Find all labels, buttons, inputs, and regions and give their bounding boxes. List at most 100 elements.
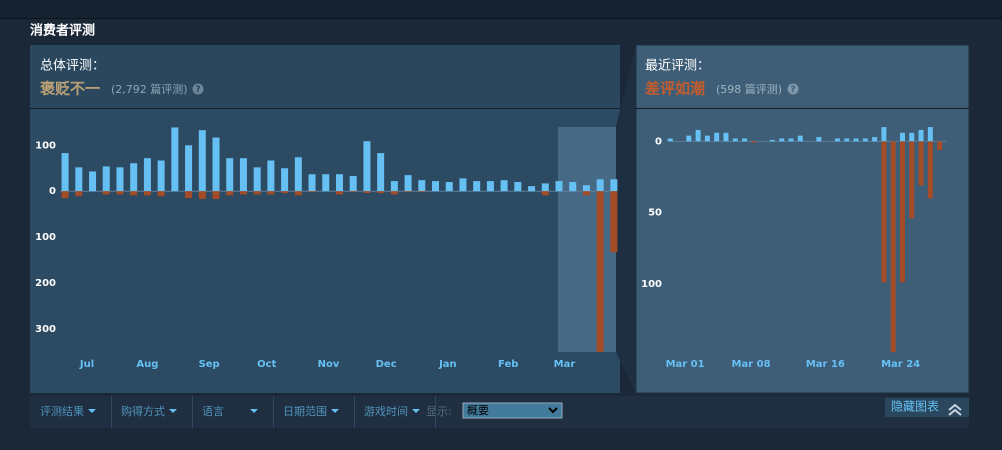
- filter-arrow[interactable]: [331, 409, 339, 413]
- bar: [390, 181, 398, 192]
- bar: [75, 167, 83, 192]
- section-title: 消费者评测: [30, 23, 95, 39]
- bar: [157, 191, 165, 197]
- help-icon-text[interactable]: ?: [195, 85, 200, 95]
- bar: [723, 132, 729, 142]
- bar: [686, 135, 692, 142]
- bar: [130, 163, 138, 192]
- bar: [927, 141, 933, 199]
- bar: [253, 167, 261, 192]
- bar: [909, 141, 915, 219]
- bar: [486, 181, 494, 192]
- bar: [596, 179, 604, 192]
- y-tick-label: 0: [49, 186, 56, 197]
- overall-count: (2,792 篇评测): [111, 82, 188, 96]
- bar: [198, 130, 206, 192]
- bar: [555, 181, 563, 192]
- bar: [239, 191, 247, 195]
- help-icon[interactable]: [192, 83, 204, 95]
- bar: [779, 138, 785, 142]
- bar: [226, 158, 234, 192]
- collapse-icon[interactable]: [948, 403, 962, 416]
- bar: [226, 191, 234, 196]
- filter-arrow[interactable]: [169, 409, 177, 413]
- filter-arrow[interactable]: [250, 409, 258, 413]
- bar: [335, 174, 343, 192]
- bar: [322, 174, 330, 192]
- bar: [459, 178, 467, 192]
- bar: [212, 137, 220, 192]
- bar: [377, 191, 385, 194]
- display-value[interactable]: 概要: [467, 404, 489, 417]
- bar: [116, 191, 124, 195]
- bar: [418, 191, 426, 193]
- bar: [239, 158, 247, 192]
- bar: [349, 176, 357, 192]
- filter-arrow[interactable]: [88, 409, 96, 413]
- x-tick-label: Mar 24: [881, 359, 920, 370]
- bar: [335, 191, 343, 195]
- bar: [881, 127, 887, 142]
- recent-rating: 差评如潮: [645, 80, 705, 98]
- x-tick-label: Jul: [79, 359, 94, 370]
- filter-arrow[interactable]: [412, 409, 420, 413]
- filter-label[interactable]: 日期范围: [283, 404, 327, 418]
- bar: [844, 138, 850, 142]
- filter-label[interactable]: 游戏时间: [364, 405, 408, 418]
- bar: [212, 191, 220, 200]
- bar: [308, 174, 316, 192]
- select-arrow[interactable]: [548, 407, 558, 414]
- recent-count: (598 篇评测): [716, 82, 782, 96]
- bar: [742, 138, 748, 142]
- bar: [102, 166, 110, 192]
- bar: [500, 180, 508, 192]
- bar: [541, 191, 549, 196]
- x-tick-label: Nov: [318, 359, 340, 370]
- bar: [432, 181, 440, 192]
- bar: [308, 191, 316, 193]
- bar: [102, 191, 110, 195]
- recent-label: 最近评测：: [645, 59, 710, 74]
- bar: [862, 138, 868, 142]
- filter-label[interactable]: 语言: [202, 405, 224, 418]
- help-icon-text[interactable]: ?: [790, 85, 795, 95]
- display-select[interactable]: [462, 402, 563, 419]
- bar: [667, 138, 673, 142]
- x-tick-label: Jan: [438, 359, 457, 370]
- bar: [528, 186, 536, 192]
- bar: [695, 129, 701, 142]
- y-tick-label: 200: [35, 278, 56, 289]
- bar: [445, 182, 453, 192]
- help-icon[interactable]: [787, 83, 799, 95]
- bar: [714, 132, 720, 142]
- filter-label[interactable]: 购得方式: [121, 404, 165, 418]
- bar: [130, 191, 138, 196]
- y-tick-label: 100: [35, 232, 56, 243]
- bar: [569, 182, 577, 192]
- bar: [404, 191, 412, 193]
- filter-label[interactable]: 评测结果: [40, 405, 84, 418]
- bar: [610, 179, 618, 192]
- bar: [937, 141, 943, 150]
- hide-chart-text[interactable]: 隐藏图表: [891, 400, 939, 414]
- bar: [582, 185, 590, 192]
- bar: [143, 191, 151, 196]
- bar: [61, 191, 69, 199]
- bar: [541, 183, 549, 192]
- bar: [853, 138, 859, 142]
- bar: [171, 127, 179, 192]
- bar: [872, 137, 878, 142]
- bar: [596, 191, 604, 352]
- bar: [363, 191, 371, 194]
- bar: [198, 191, 206, 200]
- bar: [899, 141, 905, 283]
- bar: [797, 135, 803, 142]
- x-tick-label: Mar 16: [806, 359, 845, 370]
- bar: [377, 153, 385, 192]
- top-bar: [0, 0, 1002, 18]
- y-tick-label: 50: [648, 208, 662, 219]
- bar: [75, 191, 83, 197]
- hide-chart-button[interactable]: [885, 398, 969, 417]
- overall-chart-bg: [30, 108, 620, 393]
